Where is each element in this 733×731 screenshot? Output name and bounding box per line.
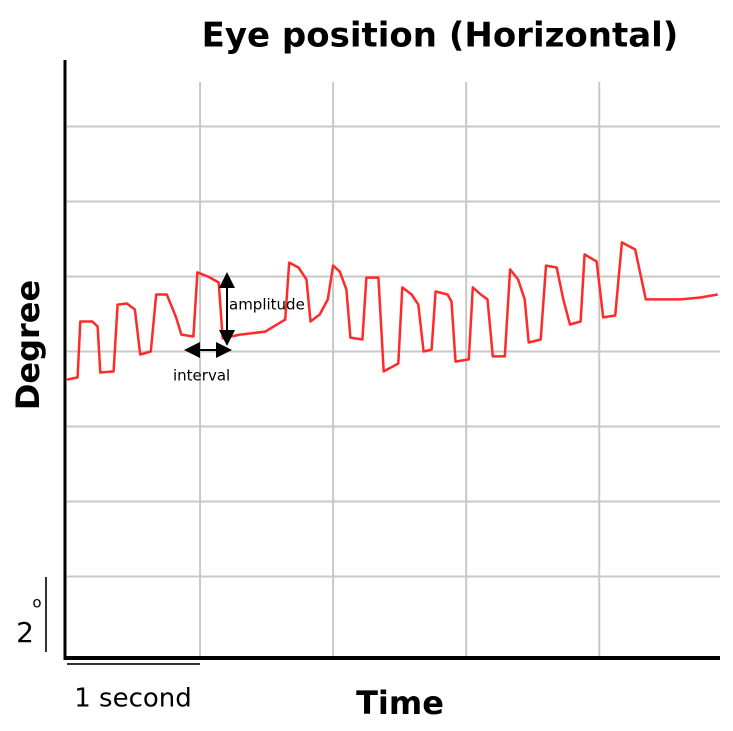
y-axis-title: Degree xyxy=(9,280,47,410)
annotation: amplitude xyxy=(229,296,305,314)
grid xyxy=(67,82,720,659)
x-scale-bar-label: 1 second xyxy=(74,684,192,714)
trace xyxy=(66,241,718,381)
annotation: interval xyxy=(173,367,230,385)
degree-symbol: o xyxy=(32,594,41,612)
trace-line xyxy=(66,241,718,381)
x-axis-title: Time xyxy=(356,684,444,722)
y-scale-bar-label: 2 xyxy=(16,616,34,649)
chart-title: Eye position (Horizontal) xyxy=(202,16,679,56)
